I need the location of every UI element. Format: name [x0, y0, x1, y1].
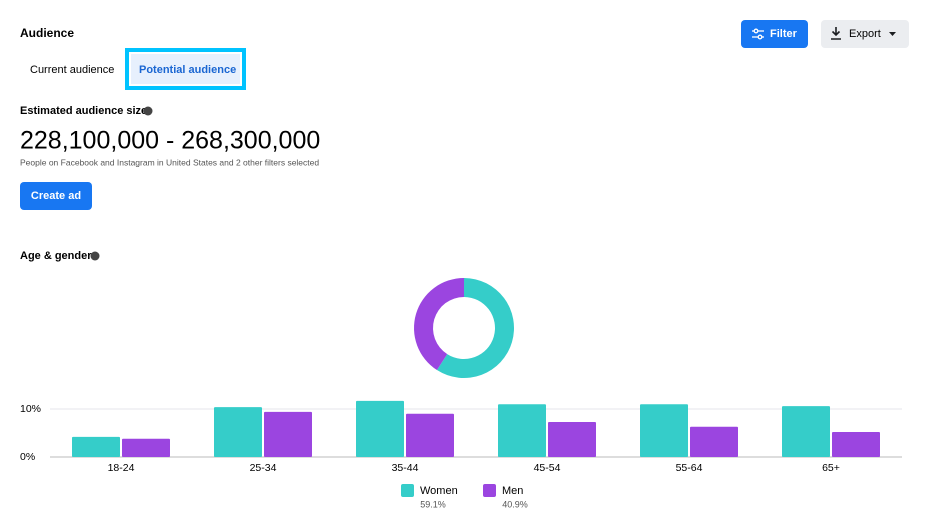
x-tick-label: 25-34 — [250, 462, 277, 474]
section-title: Age & gender — [20, 250, 92, 262]
size-label: Estimated audience size — [20, 105, 147, 117]
tab: Potential audience — [139, 64, 236, 76]
export-button[interactable] — [821, 20, 909, 48]
legend-swatch — [483, 484, 496, 497]
tab[interactable]: Current audience — [30, 64, 114, 76]
x-tick-label: 55-64 — [676, 462, 703, 474]
y-tick-label: 10% — [20, 403, 41, 415]
bar — [264, 411, 312, 457]
bar — [832, 432, 880, 457]
create-label: Create ad — [31, 190, 81, 202]
x-tick-label: 65+ — [822, 462, 840, 474]
donut-slice — [413, 278, 464, 371]
size-note: People on Facebook and Instagram in Unit… — [20, 157, 319, 167]
create-button[interactable] — [20, 182, 92, 210]
bar — [640, 404, 688, 457]
legend-label: Men — [502, 485, 523, 497]
bar — [72, 436, 120, 457]
y-tick-label: 0% — [20, 451, 35, 463]
x-tick-label: 18-24 — [108, 462, 135, 474]
size-value: 228,100,000 - 268,300,000 — [20, 127, 320, 155]
bar — [548, 421, 596, 457]
legend-label: Women — [420, 485, 458, 497]
bar — [498, 404, 546, 457]
bar — [356, 400, 404, 457]
tab-selected[interactable] — [131, 54, 240, 84]
info-icon[interactable] — [143, 106, 153, 116]
bar — [690, 426, 738, 457]
legend-percent: 40.9% — [502, 499, 528, 509]
bar — [782, 406, 830, 457]
filter-label: Filter — [770, 28, 798, 40]
filter-button[interactable] — [741, 20, 808, 48]
legend-percent: 59.1% — [420, 499, 446, 509]
caret — [889, 32, 896, 36]
donut-slice — [436, 278, 514, 379]
bar — [406, 413, 454, 457]
legend-swatch — [401, 484, 414, 497]
x-tick-label: 35-44 — [392, 462, 419, 474]
bar — [122, 438, 170, 457]
filter-icon — [752, 28, 764, 40]
x-tick-label: 45-54 — [534, 462, 561, 474]
tab-highlight — [125, 48, 246, 90]
title: Audience — [20, 26, 74, 40]
bar — [214, 407, 262, 457]
export-label: Export — [849, 28, 881, 40]
download-icon — [831, 27, 841, 40]
info-icon[interactable] — [90, 251, 100, 261]
